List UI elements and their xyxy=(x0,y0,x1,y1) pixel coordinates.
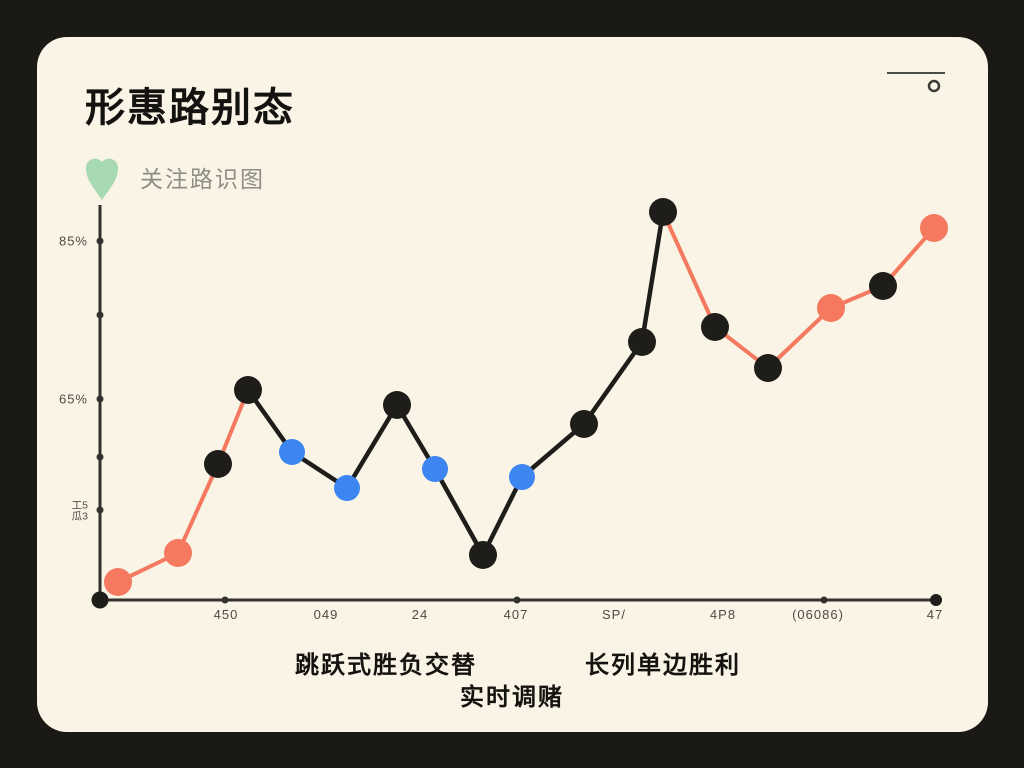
data-point-black xyxy=(649,198,677,226)
annotation-jump-alternate: 跳跃式胜负交替 xyxy=(295,652,477,679)
data-point-red xyxy=(164,539,192,567)
data-point-black xyxy=(383,391,411,419)
heart-icon xyxy=(85,158,119,200)
annotation-long-streak: 长列单边胜利 xyxy=(585,652,741,679)
page-title: 形惠路别态 xyxy=(85,86,295,130)
axes xyxy=(91,205,942,609)
data-point-blue xyxy=(422,456,448,482)
data-point-black xyxy=(701,313,729,341)
chart-legend: 关注路识图 xyxy=(84,152,265,202)
data-point-red xyxy=(104,568,132,596)
legend-label: 关注路识图 xyxy=(140,166,265,192)
data-point-black xyxy=(628,328,656,356)
data-point-blue xyxy=(509,464,535,490)
window-control-icon[interactable] xyxy=(885,65,947,97)
data-point-black xyxy=(469,541,497,569)
data-point-blue xyxy=(334,475,360,501)
chart-card: 形惠路别态 关注路识图 xyxy=(37,37,988,732)
data-points xyxy=(104,198,948,596)
data-point-black xyxy=(754,354,782,382)
data-point-blue xyxy=(279,439,305,465)
data-point-red xyxy=(920,214,948,242)
data-point-black xyxy=(570,410,598,438)
data-point-black xyxy=(204,450,232,478)
data-point-red xyxy=(817,294,845,322)
data-point-black xyxy=(234,376,262,404)
annotation-realtime-adjust: 实时调赌 xyxy=(460,684,564,711)
data-point-black xyxy=(869,272,897,300)
